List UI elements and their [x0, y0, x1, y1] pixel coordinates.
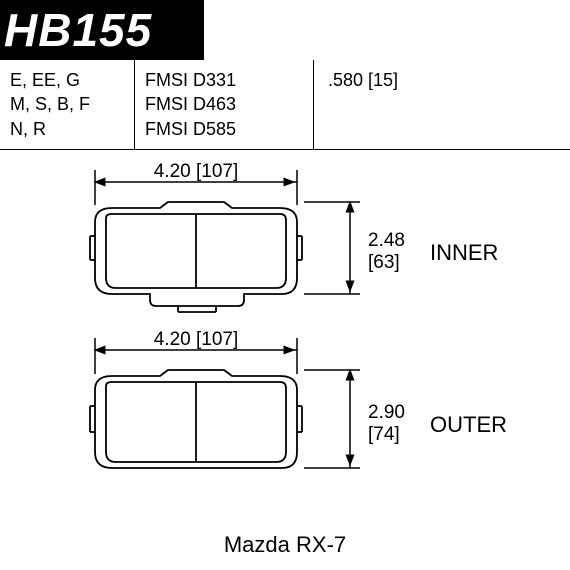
inner-label: INNER: [430, 240, 498, 265]
outer-height-2: [74]: [368, 424, 400, 445]
vehicle-label: Mazda RX-7: [0, 532, 570, 558]
compounds-line: M, S, B, F: [10, 92, 128, 116]
inner-width-label: 4.20 [107]: [154, 161, 239, 182]
fmsi-col: FMSI D331 FMSI D463 FMSI D585: [135, 60, 314, 149]
compounds-line: E, EE, G: [10, 68, 128, 92]
outer-width-label: 4.20 [107]: [154, 329, 239, 350]
spec-row: E, EE, G M, S, B, F N, R FMSI D331 FMSI …: [0, 60, 570, 150]
fmsi-line: FMSI D331: [145, 68, 305, 92]
inner-height-1: 2.48: [368, 230, 405, 251]
inner-height-2: [63]: [368, 252, 400, 273]
compounds-col: E, EE, G M, S, B, F N, R: [0, 60, 135, 149]
fmsi-line: FMSI D463: [145, 92, 305, 116]
outer-height-1: 2.90: [368, 402, 405, 423]
header-bar: HB155: [0, 0, 204, 60]
compounds-line: N, R: [10, 117, 128, 141]
thickness-value: .580 [15]: [328, 68, 562, 92]
fmsi-line: FMSI D585: [145, 117, 305, 141]
outer-label: OUTER: [430, 412, 507, 437]
thickness-col: .580 [15]: [314, 60, 570, 149]
part-number: HB155: [4, 3, 152, 57]
brake-pad-diagram: 4.20 [107] 2.48 [63] INNER 4.20 [107]: [0, 160, 570, 520]
